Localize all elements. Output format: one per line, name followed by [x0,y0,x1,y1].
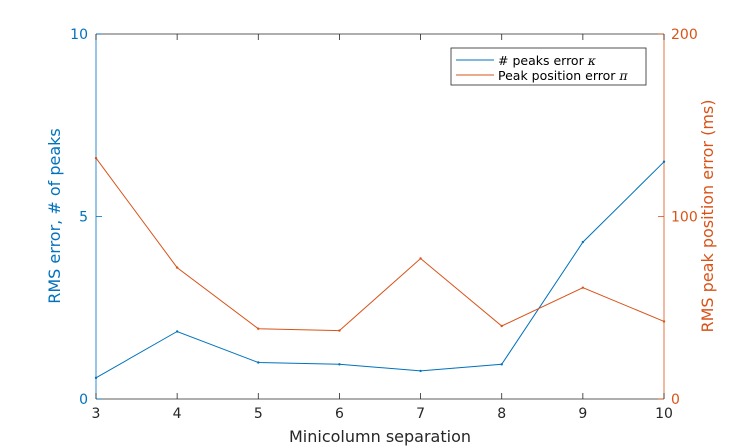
series-line-position-error [95,157,665,332]
plot-frame [96,33,664,400]
legend-symbol-pi: π [618,68,628,83]
left-axis: 0 5 10 [70,27,102,408]
x-tick-label: 5 [254,406,263,422]
point-peaks-error [500,363,503,366]
left-y-axis-title: RMS error, # of peaks [45,128,64,303]
legend-label-position-error: Peak position error π [498,68,628,83]
left-y-tick-label: 0 [79,392,88,408]
x-tick-label: 4 [173,406,182,422]
point-position-error [419,257,422,260]
point-peaks-error [662,160,666,163]
legend-name-position-error: Peak position error [498,68,616,83]
legend-symbol-kappa: κ [587,53,597,68]
point-position-error [581,286,585,289]
point-position-error [257,327,260,330]
x-tick-label: 8 [497,406,506,422]
point-peaks-error [257,361,260,364]
right-y-tick-label: 200 [671,27,698,43]
point-position-error [338,329,341,332]
point-position-error [94,156,98,160]
x-tick-label: 3 [92,406,101,422]
right-y-axis-title: RMS peak position error (ms) [698,99,717,332]
left-y-tick-label: 10 [70,27,88,43]
x-axis: 3 4 5 6 7 8 9 10 [92,34,673,422]
point-peaks-error [175,330,179,333]
point-position-error [662,320,666,323]
x-tick-label: 9 [578,406,587,422]
legend-name-peaks-error: # peaks error [498,53,585,68]
right-y-tick-label: 0 [671,392,680,408]
x-tick-label: 10 [655,406,673,422]
point-position-error [500,324,503,328]
right-y-tick-label: 100 [671,210,698,226]
point-peaks-error [338,363,341,366]
point-position-error [175,266,179,269]
x-tick-label: 7 [416,406,425,422]
point-peaks-error [581,240,585,244]
legend-label-peaks-error: # peaks error κ [498,53,597,68]
left-y-tick-label: 5 [79,210,88,226]
x-tick-label: 6 [335,406,344,422]
point-peaks-error [94,376,98,380]
right-axis: 0 100 200 [658,27,698,408]
legend: # peaks error κ Peak position error π [450,47,647,86]
series-layer [94,156,666,380]
legend-box [450,47,647,86]
x-axis-title: Minicolumn separation [289,427,471,446]
point-peaks-error [419,369,422,373]
series-line-peaks-error [95,161,665,379]
